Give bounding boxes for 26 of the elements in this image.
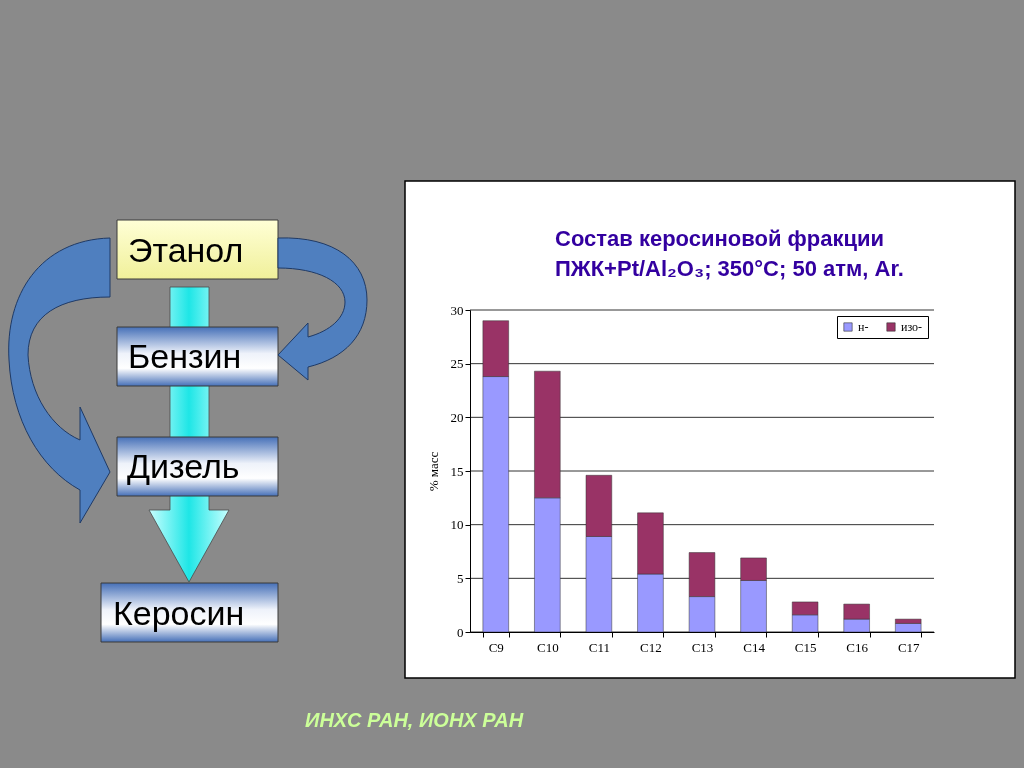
y-tick-label: 20 bbox=[450, 409, 464, 425]
x-tick-label: C17 bbox=[897, 639, 921, 655]
y-tick-label: 15 bbox=[450, 463, 464, 479]
text: Керосин bbox=[113, 594, 245, 632]
text: ИНХС РАН, ИОНХ РАН bbox=[305, 709, 524, 731]
x-tick-label: C12 bbox=[640, 639, 662, 655]
y-tick-label: 5 bbox=[457, 570, 464, 586]
chart-subtitle: ПЖК+Pt/Al₂O₃; 350°C; 50 атм, Ar. bbox=[555, 256, 904, 282]
legend-label: изо- bbox=[901, 320, 923, 334]
y-tick-label: 25 bbox=[450, 356, 464, 372]
x-tick-label: C15 bbox=[794, 639, 817, 655]
y-axis-title: % масс bbox=[425, 451, 441, 492]
y-tick-label: 30 bbox=[450, 302, 464, 318]
y-tick-label: 10 bbox=[450, 517, 464, 533]
x-tick-label: C9 bbox=[488, 639, 504, 655]
text: Этанол bbox=[128, 231, 244, 269]
x-tick-label: C13 bbox=[691, 639, 714, 655]
x-tick-label: C10 bbox=[537, 639, 559, 655]
x-tick-label: C16 bbox=[846, 639, 869, 655]
x-tick-label: C14 bbox=[743, 639, 766, 655]
y-tick-label: 0 bbox=[457, 624, 464, 640]
chart-title: Состав керосиновой фракции bbox=[555, 226, 885, 252]
x-tick-label: C11 bbox=[588, 639, 610, 655]
legend-label: н- bbox=[858, 320, 869, 334]
text: Дизель bbox=[127, 447, 240, 485]
text: Бензин bbox=[128, 337, 242, 375]
